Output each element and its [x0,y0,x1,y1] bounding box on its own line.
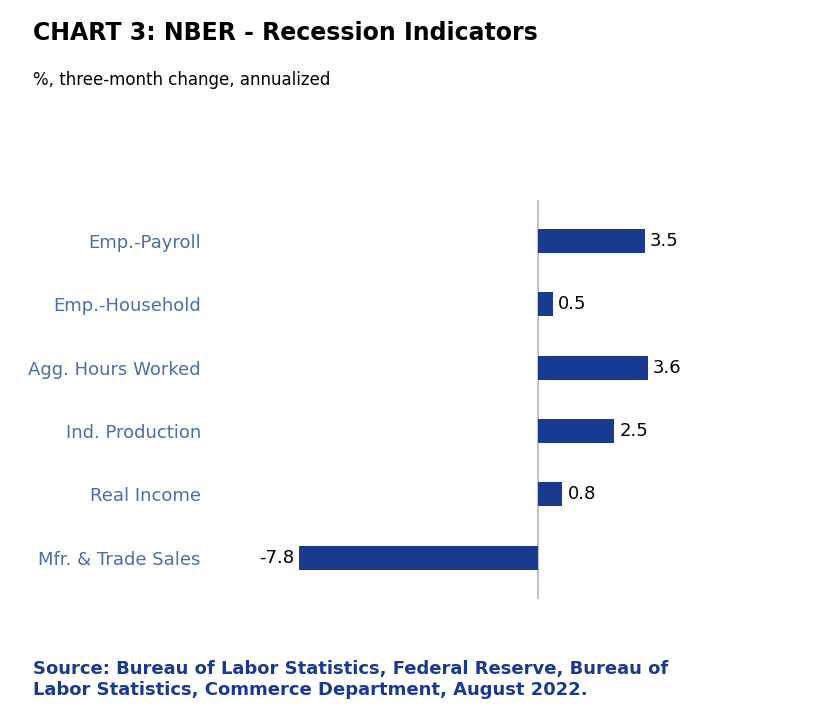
Text: %, three-month change, annualized: %, three-month change, annualized [33,71,330,89]
Bar [537,356,648,379]
Text: 3.5: 3.5 [650,232,679,250]
Bar [537,482,562,506]
Bar [537,229,645,253]
Text: 2.5: 2.5 [619,422,648,440]
Text: CHART 3: NBER - Recession Indicators: CHART 3: NBER - Recession Indicators [33,21,537,46]
Text: Source: Bureau of Labor Statistics, Federal Reserve, Bureau of
Labor Statistics,: Source: Bureau of Labor Statistics, Fede… [33,660,668,699]
Text: 3.6: 3.6 [653,359,681,376]
Bar [537,292,553,317]
Text: 0.8: 0.8 [568,486,596,503]
Text: 0.5: 0.5 [559,295,587,313]
Bar [537,419,614,443]
Bar [299,545,537,570]
Text: -7.8: -7.8 [258,549,294,567]
